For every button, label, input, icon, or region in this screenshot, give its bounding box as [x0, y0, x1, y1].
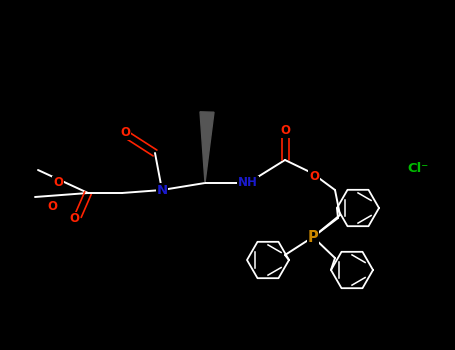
- Polygon shape: [200, 112, 214, 183]
- Text: O: O: [309, 169, 319, 182]
- Text: O: O: [47, 201, 57, 214]
- Text: O: O: [69, 212, 79, 225]
- Text: N: N: [157, 183, 167, 196]
- Text: O: O: [120, 126, 130, 140]
- Text: O: O: [53, 176, 63, 189]
- Text: O: O: [280, 125, 290, 138]
- Text: Cl⁻: Cl⁻: [407, 161, 429, 175]
- Text: P: P: [308, 230, 318, 245]
- Text: NH: NH: [238, 176, 258, 189]
